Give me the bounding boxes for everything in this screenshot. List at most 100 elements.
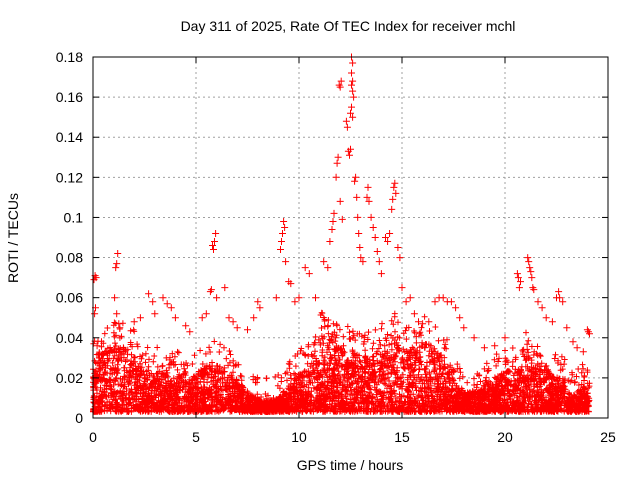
data-point xyxy=(410,310,418,318)
data-point xyxy=(348,103,355,111)
x-tick-label: 0 xyxy=(89,429,97,445)
data-point xyxy=(324,264,332,272)
data-point xyxy=(528,274,536,282)
data-point xyxy=(328,226,336,233)
data-point xyxy=(167,304,175,312)
data-point xyxy=(530,286,538,294)
data-point xyxy=(425,318,433,326)
y-tick-label: 0.02 xyxy=(56,370,83,386)
data-point xyxy=(348,81,355,89)
data-point xyxy=(115,320,123,328)
data-point xyxy=(371,234,379,241)
data-point xyxy=(346,151,353,159)
data-point xyxy=(452,304,460,312)
data-point xyxy=(111,294,119,302)
data-point xyxy=(548,318,556,326)
data-point xyxy=(326,238,334,245)
data-point xyxy=(348,69,355,77)
data-point xyxy=(291,298,299,306)
data-point xyxy=(338,215,346,223)
y-tick-label: 0.08 xyxy=(56,250,83,266)
x-tick-label: 25 xyxy=(600,429,616,445)
x-axis-label: GPS time / hours xyxy=(297,457,404,473)
data-point xyxy=(556,294,564,302)
data-point xyxy=(149,298,157,306)
data-point xyxy=(336,83,344,91)
y-axis-tick-labels: 0 0.02 0.04 0.06 0.08 0.1 0.12 0.14 0.16 0.18 xyxy=(56,49,83,426)
data-point xyxy=(419,320,427,328)
data-point xyxy=(586,330,593,338)
baseline-points xyxy=(90,309,593,415)
data-point xyxy=(347,145,354,153)
data-point xyxy=(515,284,523,292)
data-point xyxy=(186,328,194,336)
data-point xyxy=(513,270,521,278)
chart-grid xyxy=(93,57,608,418)
x-tick-label: 5 xyxy=(192,429,200,445)
data-point xyxy=(130,318,138,326)
data-point xyxy=(329,218,337,225)
data-point xyxy=(353,193,361,201)
y-tick-label: 0.1 xyxy=(64,209,84,225)
data-point xyxy=(229,318,237,326)
data-point xyxy=(563,324,571,332)
data-point xyxy=(272,294,280,302)
data-point xyxy=(277,246,284,253)
data-point xyxy=(357,254,365,262)
data-point xyxy=(113,310,121,318)
y-tick-label: 0.04 xyxy=(56,330,83,346)
data-point xyxy=(349,87,357,95)
data-point xyxy=(349,113,357,121)
data-point xyxy=(439,294,447,302)
data-point xyxy=(579,348,587,356)
data-point xyxy=(250,314,258,322)
data-point xyxy=(95,350,103,358)
y-axis-label: ROTI / TECUs xyxy=(5,193,21,283)
data-point xyxy=(209,242,216,249)
data-point xyxy=(113,260,121,268)
data-point xyxy=(456,314,464,322)
data-point xyxy=(447,298,455,306)
x-axis-tick-labels: 0 5 10 15 20 25 xyxy=(89,429,616,445)
data-point xyxy=(334,153,342,161)
data-point xyxy=(347,109,354,117)
data-point xyxy=(92,274,100,282)
data-point xyxy=(136,314,144,322)
data-point xyxy=(573,344,581,352)
data-point xyxy=(402,298,410,306)
y-tick-label: 0.12 xyxy=(56,169,83,185)
y-tick-label: 0 xyxy=(75,410,83,426)
plot-frame xyxy=(92,56,609,419)
y-tick-label: 0.06 xyxy=(56,290,83,306)
data-point xyxy=(116,324,124,332)
data-point xyxy=(390,183,398,191)
data-point xyxy=(415,318,422,326)
data-point xyxy=(431,298,439,306)
data-point xyxy=(396,254,404,262)
data-point xyxy=(480,344,488,352)
data-point xyxy=(332,173,340,181)
data-point xyxy=(373,248,381,255)
data-point xyxy=(524,254,532,262)
data-point xyxy=(287,280,295,288)
data-point xyxy=(163,300,171,308)
data-point xyxy=(171,314,179,322)
data-point xyxy=(295,294,303,302)
data-point xyxy=(212,230,220,237)
data-point xyxy=(394,244,402,251)
data-point xyxy=(91,310,99,318)
data-point xyxy=(386,230,394,237)
data-point xyxy=(256,304,264,312)
data-point xyxy=(349,59,357,67)
data-point xyxy=(517,278,524,286)
data-point xyxy=(355,230,363,237)
data-point xyxy=(514,274,522,282)
data-point xyxy=(382,234,389,241)
data-point xyxy=(365,197,373,205)
data-point xyxy=(406,294,414,302)
data-point xyxy=(377,270,385,278)
data-point xyxy=(363,193,371,201)
data-point xyxy=(356,244,364,251)
data-point xyxy=(367,213,375,221)
data-point xyxy=(343,123,351,131)
